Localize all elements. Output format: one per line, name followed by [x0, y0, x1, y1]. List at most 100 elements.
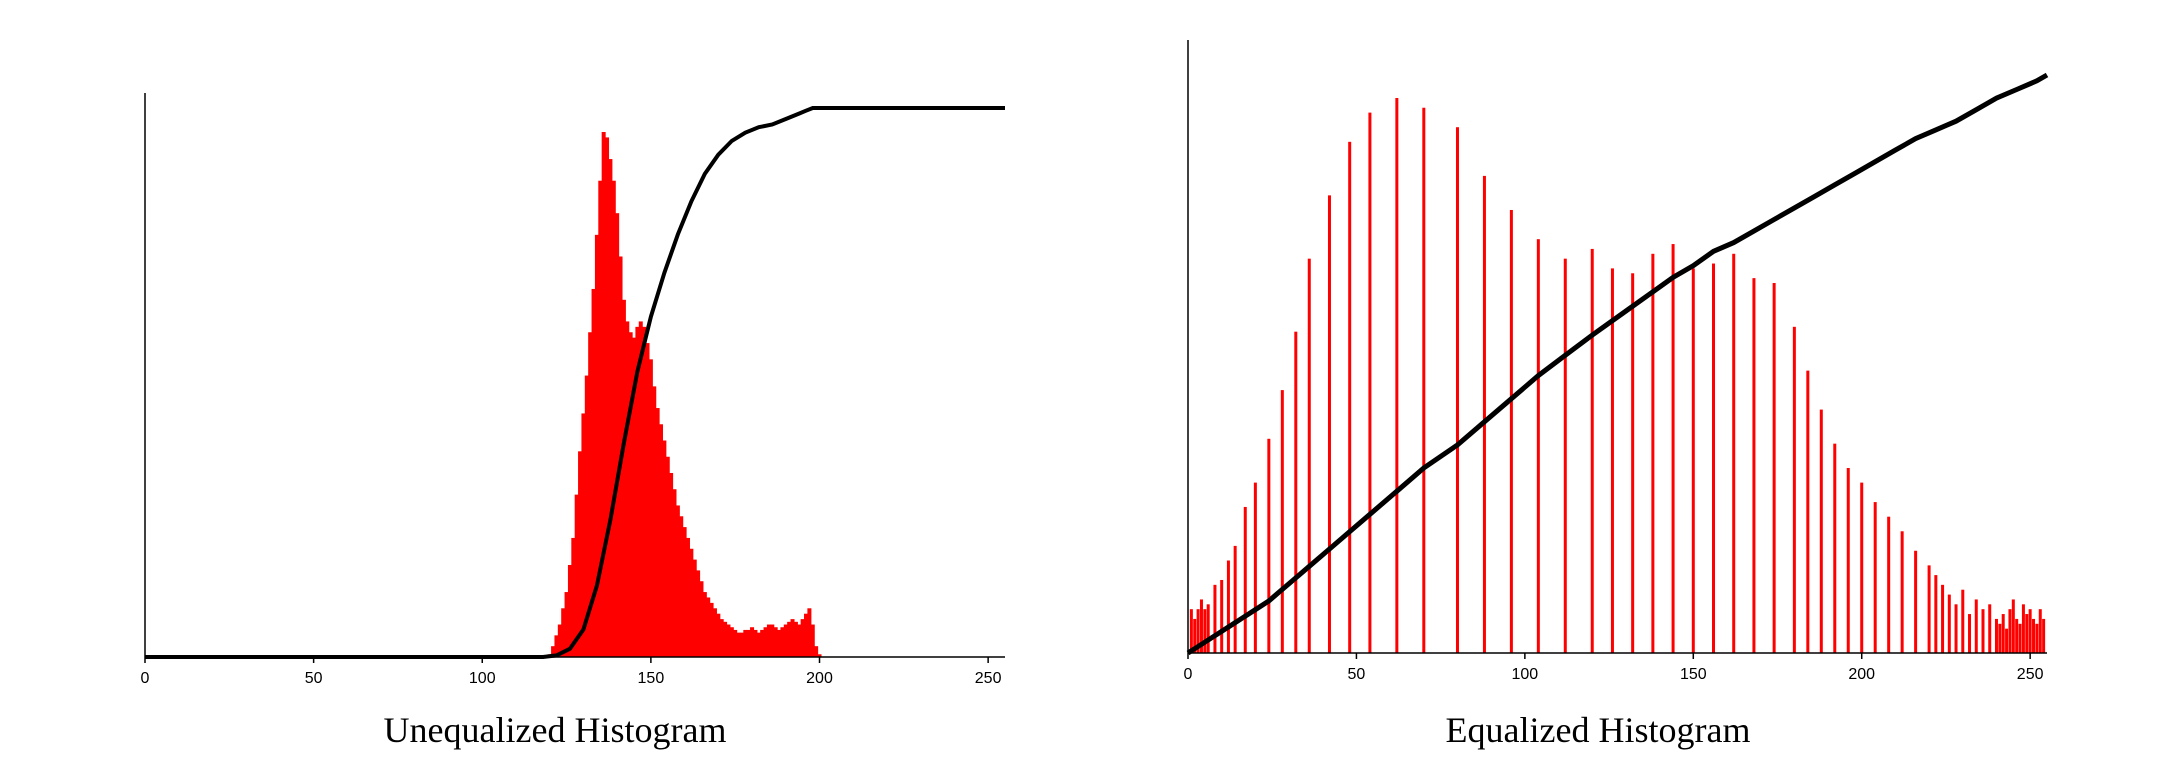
histogram-bar — [1927, 565, 1931, 653]
histogram-bar — [1792, 326, 1796, 653]
histogram-bar — [574, 494, 579, 657]
histogram-bar — [2018, 623, 2022, 653]
x-ticks-group: 0 50 100 150 200 250 — [141, 657, 1002, 687]
histogram-bar — [2011, 599, 2015, 653]
histogram-bar — [1226, 560, 1230, 653]
cdf-line — [145, 106, 1005, 659]
histogram-bar — [1887, 516, 1891, 653]
histogram-bar — [1189, 609, 1193, 653]
histogram-bar — [638, 321, 643, 657]
x-ticks-group: 0 50 100 150 200 250 — [1184, 653, 2044, 683]
histogram-bar — [1348, 141, 1352, 653]
histogram-bar — [648, 359, 653, 657]
x-tick-label: 100 — [469, 670, 496, 687]
histogram-bar — [628, 332, 633, 657]
bars-group — [1189, 98, 2046, 654]
histogram-bar — [1243, 506, 1247, 653]
histogram-bar — [743, 629, 748, 657]
histogram-bar — [1220, 579, 1224, 653]
histogram-bar — [810, 624, 815, 657]
histogram-bar — [1833, 443, 1837, 653]
histogram-bar — [642, 326, 647, 657]
bars-group — [547, 132, 822, 658]
histogram-bar — [675, 505, 680, 657]
histogram-bar — [652, 386, 657, 657]
histogram-bar — [787, 621, 792, 657]
unequalized-histogram-chart: 0 50 100 150 200 250 Unequalized Histogram — [0, 0, 1060, 781]
histogram-bar — [763, 627, 768, 657]
x-tick-label: 100 — [1512, 666, 1539, 683]
histogram-bar — [1395, 98, 1399, 653]
histogram-bar — [1509, 209, 1513, 653]
histogram-bar — [1482, 175, 1486, 654]
x-tick-label: 150 — [1680, 666, 1707, 683]
histogram-bar — [736, 632, 741, 657]
histogram-bar — [696, 570, 701, 657]
cdf-line — [1186, 72, 2049, 656]
histogram-bar — [1691, 268, 1695, 653]
histogram-bar — [1563, 258, 1567, 653]
histogram-bar — [1900, 531, 1904, 653]
histogram-bar — [1994, 618, 1998, 653]
histogram-bar — [726, 624, 731, 657]
histogram-bar — [608, 159, 613, 657]
histogram-bar — [716, 613, 721, 657]
histogram-bar — [760, 629, 765, 657]
histogram-bar — [1947, 594, 1951, 653]
histogram-bar — [581, 413, 586, 657]
x-tick-label: 250 — [2017, 666, 2044, 683]
histogram-bar — [706, 597, 711, 657]
histogram-bar — [1671, 244, 1675, 654]
histogram-bar — [605, 137, 610, 658]
histogram-bar — [793, 621, 798, 657]
histogram-bar — [692, 559, 697, 657]
histogram-bar — [1961, 589, 1965, 653]
histogram-bar — [1934, 575, 1938, 653]
histogram-bar — [756, 632, 761, 657]
x-tick-label: 0 — [1184, 666, 1193, 683]
histogram-bar — [2038, 609, 2042, 653]
histogram-bar — [1712, 263, 1716, 653]
histogram-bar — [729, 627, 734, 657]
histogram-bar — [2042, 618, 2046, 653]
histogram-bar — [804, 613, 809, 657]
histogram-bar — [1941, 584, 1945, 653]
unequalized-histogram-svg: 0 50 100 150 200 250 Unequalized Histogram — [141, 93, 1005, 750]
x-tick-label: 200 — [806, 670, 833, 687]
histogram-bar — [766, 624, 771, 657]
histogram-bar — [1203, 609, 1207, 653]
x-tick-label: 50 — [305, 670, 323, 687]
histogram-bar — [1196, 609, 1200, 653]
histogram-bar — [817, 654, 822, 657]
histogram-bar — [800, 619, 805, 657]
histogram-bar — [2015, 618, 2019, 653]
histogram-bar — [1193, 618, 1197, 653]
histogram-bar — [790, 619, 795, 657]
histogram-bar — [733, 629, 738, 657]
histogram-bar — [1860, 482, 1864, 653]
histogram-bar — [588, 332, 593, 657]
histogram-bar — [1422, 107, 1426, 654]
histogram-bar — [567, 564, 572, 657]
histogram-bar — [1954, 604, 1958, 653]
histogram-bar — [2008, 609, 2012, 653]
histogram-bar — [1307, 258, 1311, 653]
histogram-bar — [571, 537, 576, 657]
histogram-bar — [2028, 609, 2032, 653]
histogram-bar — [1819, 409, 1823, 653]
histogram-bar — [1267, 438, 1271, 653]
histogram-bar — [709, 602, 714, 657]
histogram-bar — [1806, 370, 1810, 653]
histogram-bar — [564, 592, 569, 657]
histogram-bar — [1233, 545, 1237, 653]
histogram-bar — [1914, 550, 1918, 653]
histogram-bar — [807, 608, 812, 657]
histogram-bar — [753, 629, 758, 657]
histogram-bar — [679, 516, 684, 657]
equalized-histogram-svg: 0 50 100 150 200 250 Equalized Histogram — [1184, 40, 2049, 750]
histogram-bar — [1590, 248, 1594, 653]
histogram-bar — [712, 608, 717, 657]
histogram-bar — [662, 440, 667, 657]
histogram-bar — [702, 592, 707, 657]
histogram-bar — [2035, 623, 2039, 653]
